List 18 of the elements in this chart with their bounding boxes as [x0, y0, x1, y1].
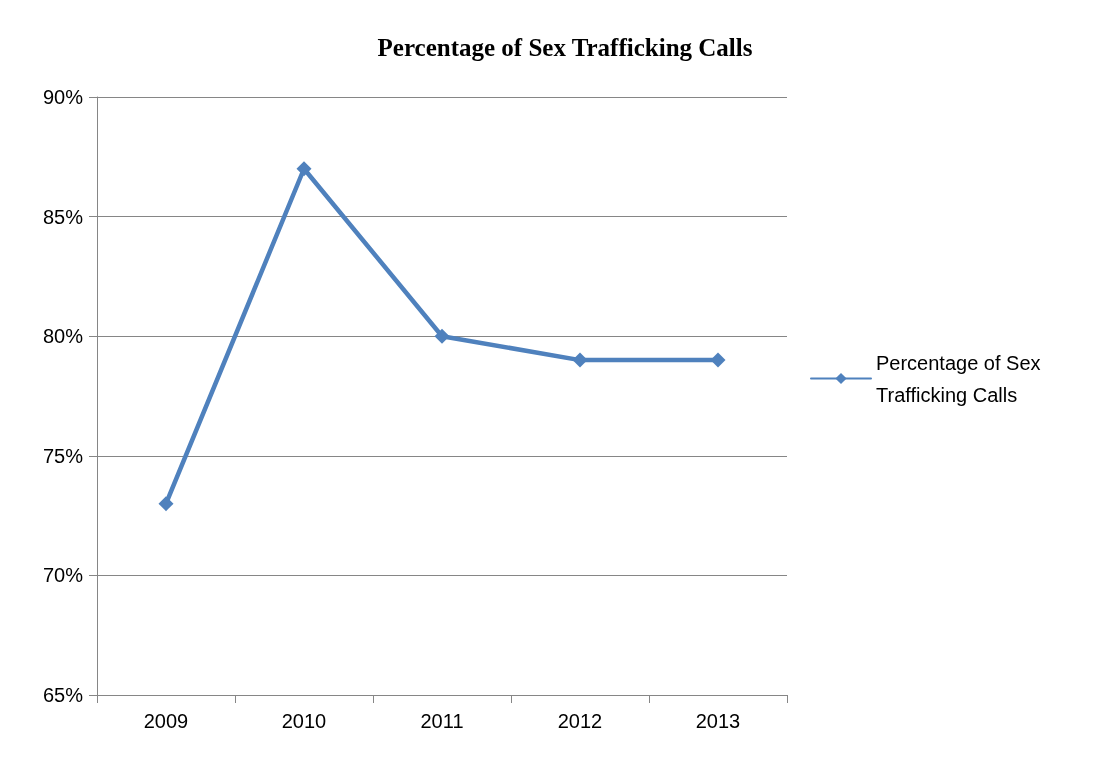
y-tick-label: 80% — [42, 325, 84, 348]
y-tick-label: 85% — [42, 205, 84, 228]
point — [434, 328, 450, 344]
point — [158, 496, 174, 512]
y-tick-label: 65% — [42, 684, 84, 706]
x-tick-label: 2011 — [420, 710, 464, 732]
x-tick-label: 2010 — [281, 710, 327, 732]
y-tick-label: 70% — [42, 564, 84, 587]
x-tick-label: 2009 — [143, 710, 189, 732]
point — [572, 352, 588, 368]
x-tick-label: 2013 — [695, 710, 741, 732]
point — [296, 161, 312, 177]
chart-title: Percentage of Sex Trafficking Calls — [377, 34, 753, 61]
y-tick-label: 90% — [42, 86, 84, 108]
legend-label: Percentage of Sex Trafficking Calls — [876, 351, 1047, 406]
x-tick-label: 2012 — [557, 710, 603, 732]
point — [710, 352, 726, 368]
y-tick-label: 75% — [42, 444, 84, 467]
